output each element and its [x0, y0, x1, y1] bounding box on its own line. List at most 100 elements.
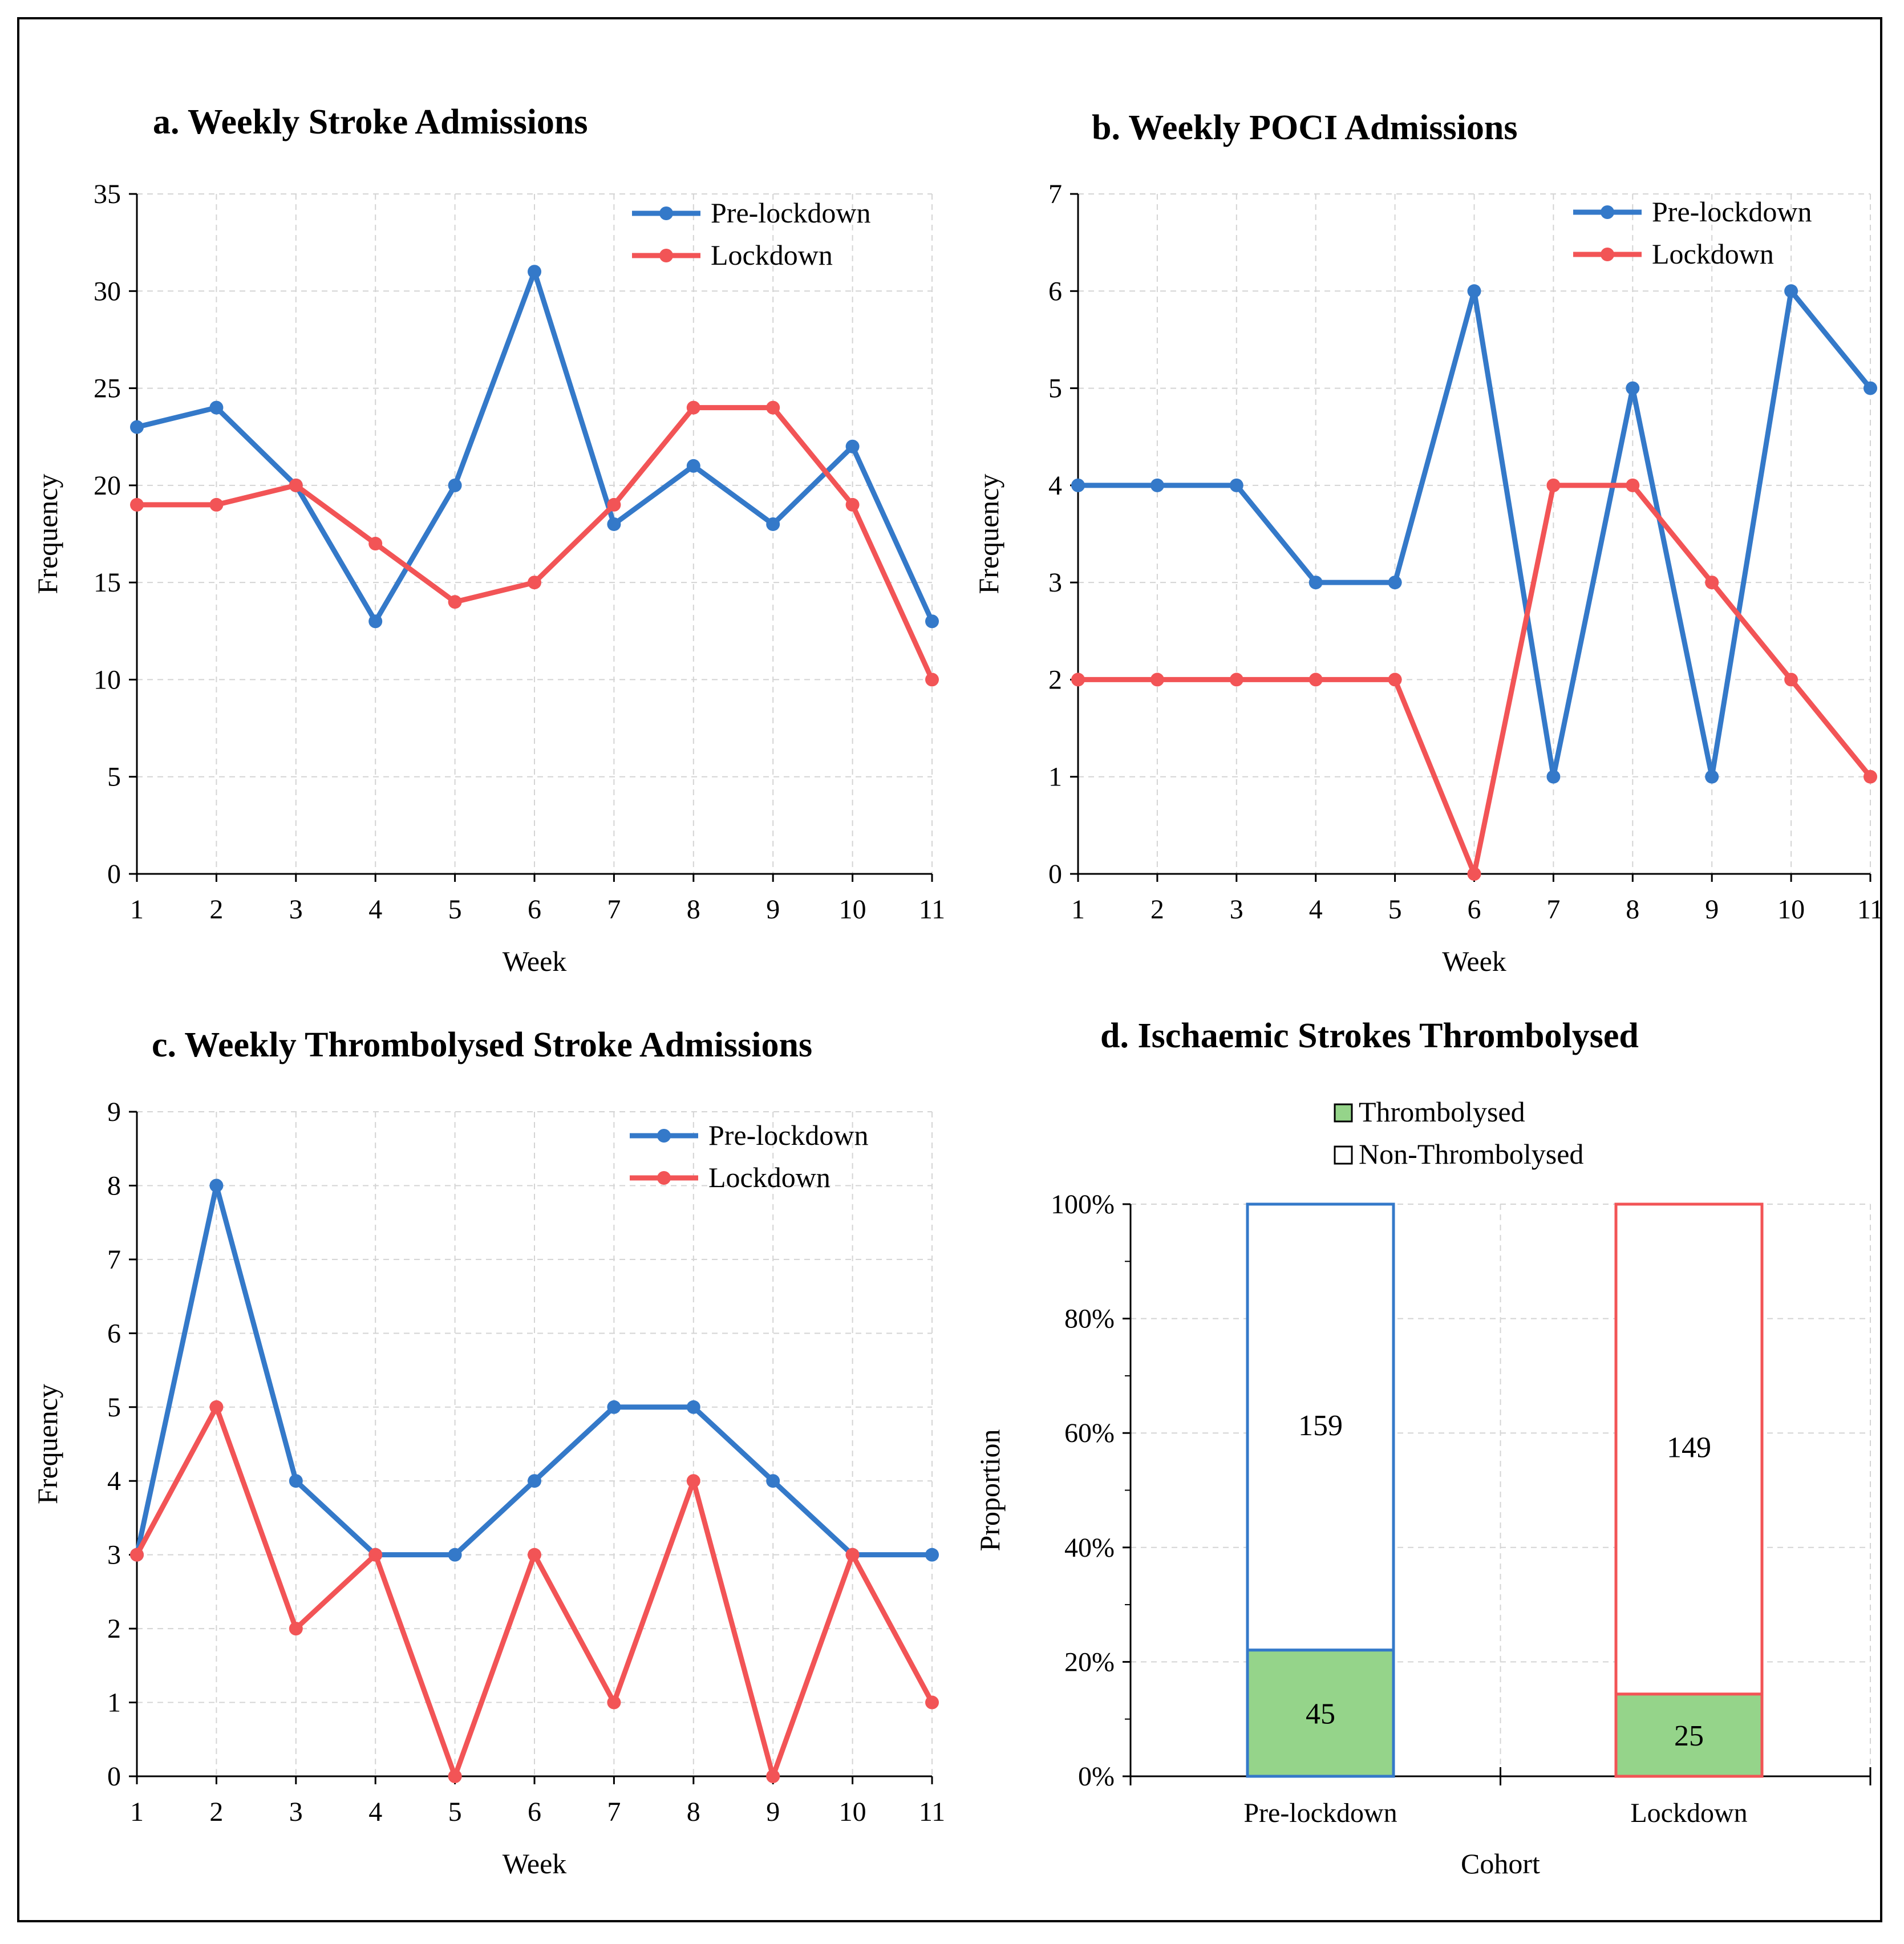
x-axis-label: Week: [503, 945, 567, 977]
data-point-pre-lockdown: [209, 1178, 224, 1193]
data-point-lockdown: [448, 1769, 462, 1783]
x-tick-label: 5: [448, 1797, 462, 1827]
y-tick-label: 0: [107, 859, 121, 889]
y-tick-label: 6: [107, 1318, 121, 1348]
data-point-pre-lockdown: [209, 400, 224, 415]
data-point-pre-lockdown: [130, 420, 144, 434]
data-point-lockdown: [766, 400, 780, 415]
data-point-pre-lockdown: [1388, 576, 1402, 590]
y-tick-label: 100%: [1051, 1189, 1115, 1220]
data-point-lockdown: [1864, 770, 1877, 784]
x-tick-label: 6: [1468, 894, 1481, 925]
data-point-pre-lockdown: [1546, 770, 1561, 784]
x-tick-label: 7: [607, 894, 621, 925]
y-tick-label: 4: [107, 1466, 121, 1496]
x-tick-label: 5: [1388, 894, 1402, 925]
x-tick-label: 5: [448, 894, 462, 925]
data-point-lockdown: [1546, 478, 1561, 492]
data-point-pre-lockdown: [686, 1400, 700, 1414]
x-tick-label: 11: [919, 894, 945, 925]
y-tick-label: 0: [1048, 859, 1062, 889]
y-tick-label: 25: [94, 374, 121, 404]
y-tick-label: 40%: [1064, 1533, 1115, 1563]
data-point-lockdown: [289, 478, 303, 492]
y-tick-label: 10: [94, 665, 121, 695]
legend-swatch: [1334, 1103, 1353, 1123]
x-tick-label: 3: [289, 1797, 303, 1827]
data-point-lockdown: [528, 1548, 541, 1562]
data-point-pre-lockdown: [1467, 284, 1481, 298]
y-tick-label: 2: [1048, 665, 1062, 695]
figure-canvas: a. Weekly Stroke Admissions0510152025303…: [31, 103, 1883, 1880]
data-point-pre-lockdown: [1784, 284, 1798, 298]
x-tick-label: 1: [130, 894, 144, 925]
y-tick-label: 4: [1048, 471, 1062, 501]
y-tick-label: 3: [107, 1540, 121, 1570]
legend-marker: [659, 249, 673, 262]
y-axis-label: Frequency: [31, 1384, 63, 1504]
chart-d: d. Ischaemic Strokes Thrombolysed Thrombo…: [974, 1016, 1871, 1880]
x-tick-label: 6: [528, 1797, 541, 1827]
x-tick-label: 10: [839, 894, 866, 925]
data-point-pre-lockdown: [1150, 478, 1164, 492]
data-point-lockdown: [766, 1769, 780, 1783]
legend-label: Pre-lockdown: [711, 197, 871, 229]
data-point-lockdown: [607, 1695, 621, 1710]
data-point-lockdown: [1071, 673, 1085, 687]
data-point-lockdown: [845, 497, 860, 512]
legend-label: Lockdown: [1652, 238, 1774, 270]
x-tick-label: Pre-lockdown: [1243, 1798, 1397, 1828]
x-tick-label: 4: [368, 1797, 382, 1827]
data-point-lockdown: [1150, 673, 1164, 687]
x-tick-label: 11: [1857, 894, 1880, 925]
legend-label: Pre-lockdown: [708, 1119, 869, 1151]
y-tick-label: 1: [107, 1688, 121, 1718]
data-point-lockdown: [1388, 673, 1402, 687]
data-point-lockdown: [368, 537, 383, 551]
data-point-pre-lockdown: [1626, 381, 1640, 395]
data-point-lockdown: [1309, 673, 1323, 687]
x-tick-label: 9: [766, 894, 780, 925]
x-tick-label: 6: [528, 894, 541, 925]
data-point-pre-lockdown: [1705, 770, 1719, 784]
data-point-lockdown: [845, 1548, 860, 1562]
data-point-lockdown: [368, 1548, 383, 1562]
bar-segment-non-thrombolysed: [1614, 1202, 1764, 1696]
x-axis-label: Cohort: [1461, 1848, 1540, 1880]
y-axis-label: Frequency: [31, 473, 63, 594]
y-tick-label: 15: [94, 568, 121, 598]
x-tick-label: 2: [1150, 894, 1164, 925]
data-point-pre-lockdown: [686, 459, 700, 473]
data-point-lockdown: [1784, 673, 1798, 687]
data-point-lockdown: [686, 1474, 700, 1488]
bar-segment-thrombolysed: [1246, 1649, 1395, 1778]
data-point-pre-lockdown: [925, 1548, 939, 1562]
x-axis-label: Week: [503, 1848, 567, 1880]
chart-c: c. Weekly Thrombolysed Stroke Admissions…: [31, 1026, 945, 1880]
x-axis-label: Week: [1442, 945, 1506, 977]
y-tick-label: 20%: [1064, 1647, 1115, 1677]
legend-label: Pre-lockdown: [1652, 196, 1812, 228]
data-label: 45: [1306, 1698, 1335, 1730]
data-point-pre-lockdown: [448, 1548, 462, 1562]
x-tick-label: 4: [1309, 894, 1323, 925]
data-point-pre-lockdown: [607, 517, 621, 531]
legend-label: Non-Thrombolysed: [1359, 1138, 1583, 1170]
x-tick-label: 4: [368, 894, 382, 925]
y-tick-label: 8: [107, 1171, 121, 1201]
x-tick-label: 10: [1777, 894, 1805, 925]
x-tick-label: 1: [130, 1797, 144, 1827]
y-tick-label: 20: [94, 471, 121, 501]
data-point-pre-lockdown: [1864, 381, 1877, 395]
y-tick-label: 0%: [1078, 1761, 1115, 1792]
data-point-lockdown: [209, 1400, 224, 1414]
x-tick-label: 2: [209, 894, 223, 925]
data-label: 149: [1667, 1431, 1711, 1464]
data-point-lockdown: [1626, 478, 1640, 492]
data-point-lockdown: [448, 595, 462, 609]
data-point-pre-lockdown: [448, 478, 462, 492]
legend-marker: [657, 1129, 671, 1143]
x-tick-label: 3: [289, 894, 303, 925]
legend-swatch: [1334, 1145, 1353, 1165]
